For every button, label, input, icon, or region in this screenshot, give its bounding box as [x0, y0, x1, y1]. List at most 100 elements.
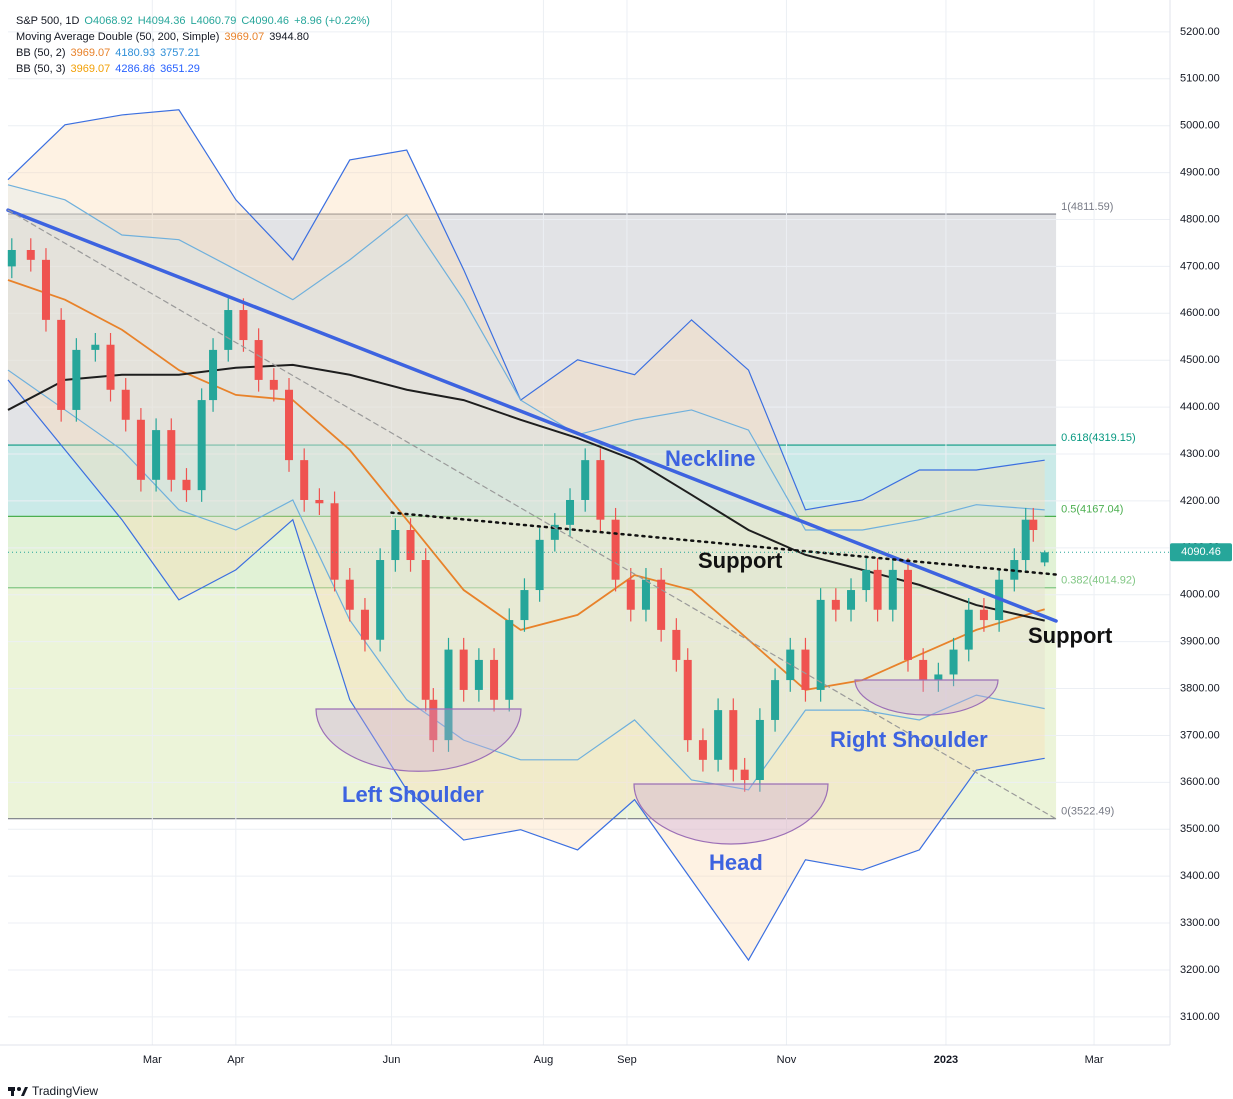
candle-body — [641, 579, 650, 610]
y-tick-label: 3900.00 — [1180, 636, 1220, 648]
candle-body — [888, 569, 897, 610]
y-tick-label: 5000.00 — [1180, 120, 1220, 132]
candle-body — [254, 340, 263, 380]
footer-brand: TradingView — [32, 1084, 98, 1098]
head-arc — [633, 783, 829, 845]
right-shoulder-arc — [854, 679, 999, 716]
x-tick-label: 2023 — [934, 1054, 958, 1066]
candle-body — [672, 629, 681, 660]
y-tick-label: 3400.00 — [1180, 870, 1220, 882]
candle-body — [816, 599, 825, 690]
fib-label: 1(4811.59) — [1061, 201, 1113, 213]
candle-body — [106, 344, 115, 390]
legend-item: S&P 500, 1D — [16, 15, 79, 27]
y-tick-label: 3600.00 — [1180, 776, 1220, 788]
legend-item: 3969.07 — [71, 63, 111, 75]
y-tick-label: 4900.00 — [1180, 167, 1220, 179]
candle-body — [505, 620, 514, 700]
candle-body — [698, 740, 707, 760]
legend-line: BB (50, 3) 3969.07 4286.86 3651.29 — [16, 63, 200, 75]
candle-body — [136, 419, 145, 480]
candle-body — [566, 499, 575, 525]
y-tick-label: 5100.00 — [1180, 73, 1220, 85]
y-tick-label: 4600.00 — [1180, 307, 1220, 319]
candle-body — [657, 579, 666, 630]
candle-body — [360, 609, 369, 640]
annotation: Head — [709, 850, 763, 875]
legend-item: 3969.07 — [71, 47, 111, 59]
candle-body — [979, 609, 988, 621]
drawing-layer — [6, 208, 1170, 820]
logo-part — [17, 1087, 21, 1091]
candle-body — [862, 569, 871, 591]
candle-body — [444, 649, 453, 741]
y-tick-label: 4400.00 — [1180, 401, 1220, 413]
candle-body — [345, 579, 354, 610]
legend-item: 4180.93 — [115, 47, 155, 59]
pattern-arcs — [315, 679, 999, 845]
candle-body — [1029, 519, 1038, 531]
y-tick-label: 5200.00 — [1180, 26, 1220, 38]
x-tick-label: Mar — [1085, 1054, 1104, 1066]
candle-body — [771, 680, 780, 720]
y-tick-label: 4300.00 — [1180, 448, 1220, 460]
y-tick-label: 4500.00 — [1180, 354, 1220, 366]
annotation: Right Shoulder — [830, 727, 988, 752]
legend-item: 3757.21 — [160, 47, 200, 59]
x-tick-label: Aug — [534, 1054, 554, 1066]
legend-item: 3651.29 — [160, 63, 200, 75]
candle-body — [239, 310, 248, 341]
indicator-line — [7, 379, 1045, 962]
legend-item: Moving Average Double (50, 200, Simple) — [16, 31, 219, 43]
candle-body — [611, 519, 620, 580]
candle-body — [729, 710, 738, 770]
logo-part — [11, 1087, 14, 1096]
fib-label: 0(3522.49) — [1061, 806, 1114, 818]
x-tick-label: Jun — [383, 1054, 401, 1066]
candle-body — [873, 569, 882, 610]
y-tick-label: 3700.00 — [1180, 729, 1220, 741]
band-layer — [8, 109, 1045, 961]
annotation: Support — [1028, 623, 1113, 648]
logo-part — [21, 1087, 28, 1096]
legend-line: S&P 500, 1D O4068.92 H4094.36 L4060.79 C4090… — [16, 15, 370, 27]
candle-body — [421, 560, 430, 700]
candle-body — [152, 430, 161, 480]
legend-item: H4094.36 — [138, 15, 186, 27]
y-tick-label: 3800.00 — [1180, 682, 1220, 694]
legend-line: BB (50, 2) 3969.07 4180.93 3757.21 — [16, 47, 200, 59]
y-tick-label: 4700.00 — [1180, 260, 1220, 272]
indicator-line — [7, 369, 1045, 791]
candle-body — [376, 560, 385, 640]
candle-body — [1021, 519, 1030, 561]
candle-body — [315, 499, 324, 504]
candle-body — [429, 699, 438, 741]
candle-body — [520, 590, 529, 621]
candle-body — [903, 569, 912, 660]
candle-body — [224, 310, 233, 350]
band-fill — [8, 109, 1045, 961]
annotation: Neckline — [665, 446, 756, 471]
text-layer: 1(4811.59) 0.618(4319.15) 0.5(4167.04) 0.38… — [16, 15, 1220, 1066]
candle-body — [197, 400, 206, 491]
legend-item: O4068.92 — [84, 15, 132, 27]
candle-layer — [7, 238, 1049, 792]
legend-item: L4060.79 — [190, 15, 236, 27]
last-price-tag — [1170, 543, 1232, 562]
candle-body — [330, 503, 339, 580]
candle-body — [714, 710, 723, 760]
last-price-label: 4090.46 — [1181, 546, 1221, 558]
x-tick-label: Mar — [143, 1054, 162, 1066]
candle-body — [406, 530, 415, 561]
annotation: Left Shoulder — [342, 782, 484, 807]
tradingview-logo — [8, 1087, 28, 1096]
legend-line: Moving Average Double (50, 200, Simple) 3… — [16, 31, 309, 43]
legend-item: BB (50, 3) — [16, 63, 66, 75]
candle-body — [755, 719, 764, 780]
legend-item: 3944.80 — [269, 31, 309, 43]
band-fill — [8, 184, 1045, 790]
y-tick-label: 4200.00 — [1180, 495, 1220, 507]
legend-item: C4090.46 — [241, 15, 289, 27]
candle-body — [57, 319, 66, 410]
trendline — [7, 209, 1057, 820]
